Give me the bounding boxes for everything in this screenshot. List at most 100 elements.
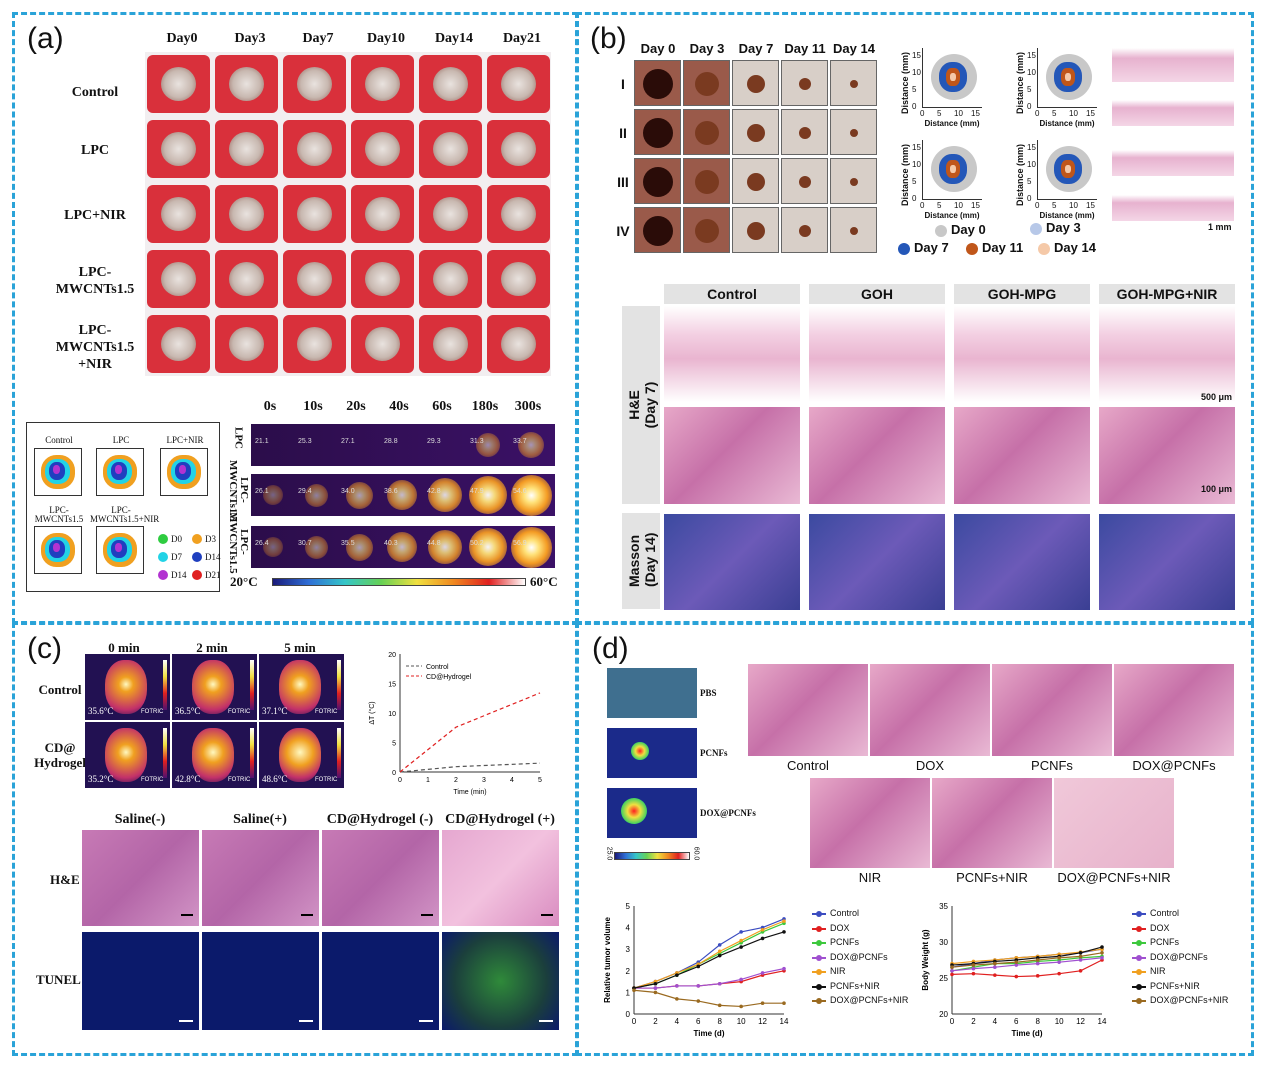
wound-photo	[732, 60, 779, 106]
ir-brand: FOTRIC	[315, 709, 338, 715]
wound-center	[643, 216, 673, 246]
wound-center	[747, 222, 765, 240]
group-label: LPC+NIR	[64, 208, 126, 223]
scale-bar	[301, 914, 313, 916]
he-high-mag	[809, 407, 945, 504]
data-point	[971, 966, 976, 971]
he-low-mag	[1099, 306, 1235, 402]
wound-center	[747, 124, 765, 142]
tunel-image	[82, 932, 199, 1030]
x-tick-label: 0	[398, 777, 402, 784]
legend-label: DOX@PCNFs	[1150, 951, 1208, 962]
time-header: 5 min	[284, 640, 316, 655]
x-tick-label: 12	[758, 1017, 767, 1026]
histology-caption: DOX	[915, 758, 945, 773]
data-point	[760, 1001, 765, 1005]
wound-image	[147, 315, 210, 373]
wound-image	[215, 250, 278, 308]
row-label: II	[619, 125, 627, 141]
histology-image	[992, 664, 1112, 756]
panel-d-ivis-scale	[614, 852, 690, 860]
data-point	[782, 966, 786, 971]
legend-dot	[1136, 940, 1142, 946]
wound-image	[487, 250, 550, 308]
ir-image: 42.8°C FOTRIC	[172, 722, 257, 788]
x-tick-label: 0	[632, 1017, 637, 1026]
panel-d	[576, 622, 1254, 1056]
ir-brand: FOTRIC	[141, 777, 164, 783]
x-tick-label: 6	[1014, 1017, 1019, 1026]
day-header: Day 11	[784, 41, 826, 56]
histology-caption: Control	[787, 758, 829, 773]
day14-area	[950, 73, 956, 81]
wound-image	[147, 250, 210, 308]
wound-photo	[781, 109, 828, 155]
thermal-row-label: LPC- MWCNTs1.5	[227, 460, 250, 522]
ir-body	[279, 728, 321, 782]
y-tick-label: 10	[388, 711, 396, 718]
wound-image	[147, 185, 210, 243]
histology-caption: PCNFs+NIR	[956, 870, 1028, 885]
histology-header: Saline(-)	[114, 812, 166, 827]
histology-caption: NIR	[858, 870, 882, 885]
x-tick: 0	[1035, 201, 1040, 210]
y-tick: 15	[912, 143, 921, 152]
x-tick-label: 0	[950, 1017, 955, 1026]
axis-x-label: Distance (mm)	[924, 119, 980, 128]
data-point	[696, 964, 701, 969]
wound-center	[695, 170, 719, 194]
legend-dot	[816, 954, 822, 961]
data-point	[1100, 956, 1104, 960]
data-point	[993, 965, 997, 969]
legend-label: D0	[171, 534, 182, 544]
legend-dot	[192, 552, 202, 562]
wound-image	[283, 55, 346, 113]
wound-photo	[634, 109, 681, 155]
wound-center	[643, 167, 673, 197]
histology-header: GOH-MPG+NIR	[1099, 284, 1235, 304]
x-tick-label: 4	[510, 777, 514, 784]
data-point	[1014, 974, 1019, 979]
area-plot	[1037, 140, 1097, 200]
x-tick: 10	[1069, 109, 1078, 118]
legend-dot	[1136, 954, 1142, 961]
ir-colorbar	[250, 660, 254, 710]
wound-image	[487, 120, 550, 178]
wound-center	[850, 178, 858, 186]
data-point	[950, 972, 954, 977]
thermal-spot	[469, 476, 507, 514]
wound-center	[695, 219, 719, 243]
histology-image	[870, 664, 990, 756]
x-tick: 15	[1086, 109, 1095, 118]
histology-image	[932, 778, 1052, 868]
legend-dot	[966, 243, 978, 255]
row-label: Control	[38, 682, 82, 697]
y-tick: 0	[912, 194, 917, 203]
wound-photo	[683, 109, 730, 155]
day-header: Day 14	[833, 41, 875, 56]
data-point	[717, 949, 722, 954]
group-label: Control	[71, 85, 119, 100]
thermal-spot	[476, 433, 500, 457]
wound-center	[747, 173, 765, 191]
panel-c-label: (c)	[27, 632, 62, 665]
he-high-mag	[954, 407, 1090, 504]
x-tick: 10	[954, 201, 963, 210]
legend-dot	[158, 552, 168, 562]
legend-label: Day 14	[1054, 240, 1096, 255]
x-tick-label: 4	[993, 1017, 998, 1026]
axis-x-label: Distance (mm)	[1039, 211, 1095, 220]
y-tick-label: 1	[626, 988, 631, 997]
data-point	[782, 919, 786, 923]
y-axis-label: Relative tumor volume	[603, 917, 612, 1003]
he-low-mag	[954, 306, 1090, 402]
ir-body	[105, 728, 147, 782]
wound-image	[351, 185, 414, 243]
ir-image: 36.5°C FOTRIC	[172, 654, 257, 720]
day-header: Day 7	[738, 41, 774, 56]
wound-photo	[634, 207, 681, 253]
wound-image	[419, 315, 482, 373]
x-tick-label: 10	[737, 1017, 746, 1026]
legend-dot	[158, 534, 168, 544]
legend-label: PCNFs+NIR	[1150, 980, 1200, 991]
